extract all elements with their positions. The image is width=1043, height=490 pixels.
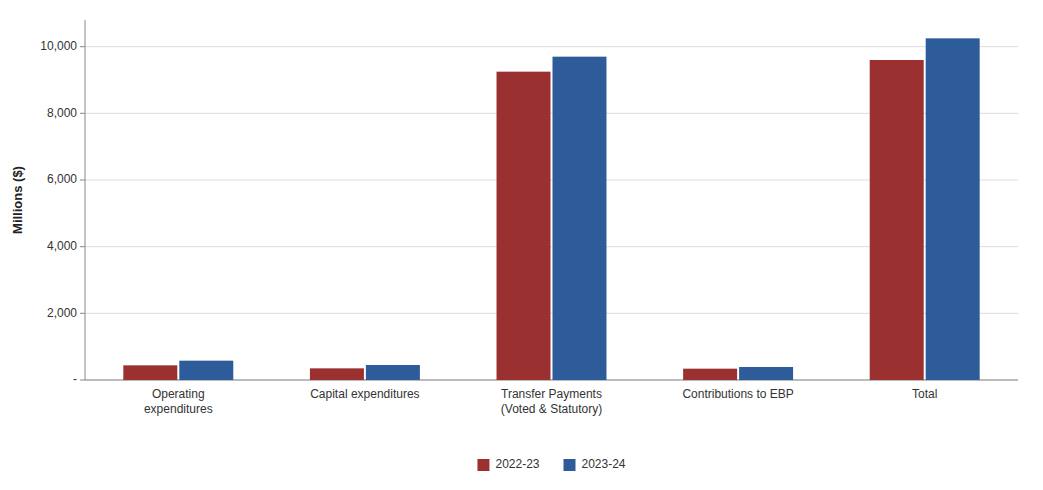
- bar: [123, 365, 177, 380]
- bar: [683, 369, 737, 380]
- tick-label: 4,000: [47, 239, 77, 253]
- legend: 2022-23 2023-24: [477, 457, 625, 471]
- chart-container: - 2,000 4,000 6,000 8,000 10,000 Millions ($) O…: [0, 0, 1043, 490]
- tick-mark: [80, 113, 85, 114]
- tick-mark: [80, 46, 85, 47]
- y-axis-line: [85, 20, 86, 380]
- tick-mark: [80, 313, 85, 314]
- y-axis: - 2,000 4,000 6,000 8,000 10,000: [40, 20, 1018, 386]
- bar: [553, 57, 607, 380]
- tick-label-line: Contributions to EBP: [682, 387, 793, 401]
- bar: [926, 38, 980, 380]
- tick-label-line: Total: [912, 387, 937, 401]
- legend-item: 2022-23: [477, 457, 539, 471]
- tick-label: Capital expenditures: [310, 387, 419, 401]
- tick-label-line: Operating: [152, 387, 205, 401]
- tick-label: Total: [912, 387, 937, 401]
- tick-label: -: [73, 372, 77, 386]
- bar: [179, 361, 233, 380]
- legend-swatch: [564, 459, 576, 471]
- bar: [497, 72, 551, 380]
- tick-mark: [80, 180, 85, 181]
- chart: - 2,000 4,000 6,000 8,000 10,000 Millions ($) O…: [0, 0, 1043, 490]
- tick-label-line: Capital expenditures: [310, 387, 419, 401]
- tick-mark: [80, 246, 85, 247]
- bar: [739, 367, 793, 380]
- x-axis: Operatingexpenditures Capital expenditure…: [144, 387, 937, 416]
- tick-label-line: expenditures: [144, 402, 213, 416]
- legend-label: 2022-23: [495, 457, 539, 471]
- grid-line: [85, 46, 1018, 47]
- bar: [366, 365, 420, 380]
- tick-mark: [80, 380, 85, 381]
- tick-label: 6,000: [47, 172, 77, 186]
- tick-label-line: Transfer Payments: [501, 387, 602, 401]
- bar: [310, 368, 364, 380]
- bar: [870, 60, 924, 380]
- tick-label: Operatingexpenditures: [144, 387, 213, 416]
- tick-label: 2,000: [47, 306, 77, 320]
- tick-label: 10,000: [40, 39, 77, 53]
- legend-swatch: [477, 459, 489, 471]
- tick-label-line: (Voted & Statutory): [501, 402, 602, 416]
- y-axis-label: Millions ($): [10, 166, 25, 234]
- tick-label: Contributions to EBP: [682, 387, 793, 401]
- tick-label: Transfer Payments(Voted & Statutory): [501, 387, 602, 416]
- bars: [123, 38, 979, 380]
- legend-label: 2023-24: [582, 457, 626, 471]
- legend-item: 2023-24: [564, 457, 626, 471]
- tick-label: 8,000: [47, 106, 77, 120]
